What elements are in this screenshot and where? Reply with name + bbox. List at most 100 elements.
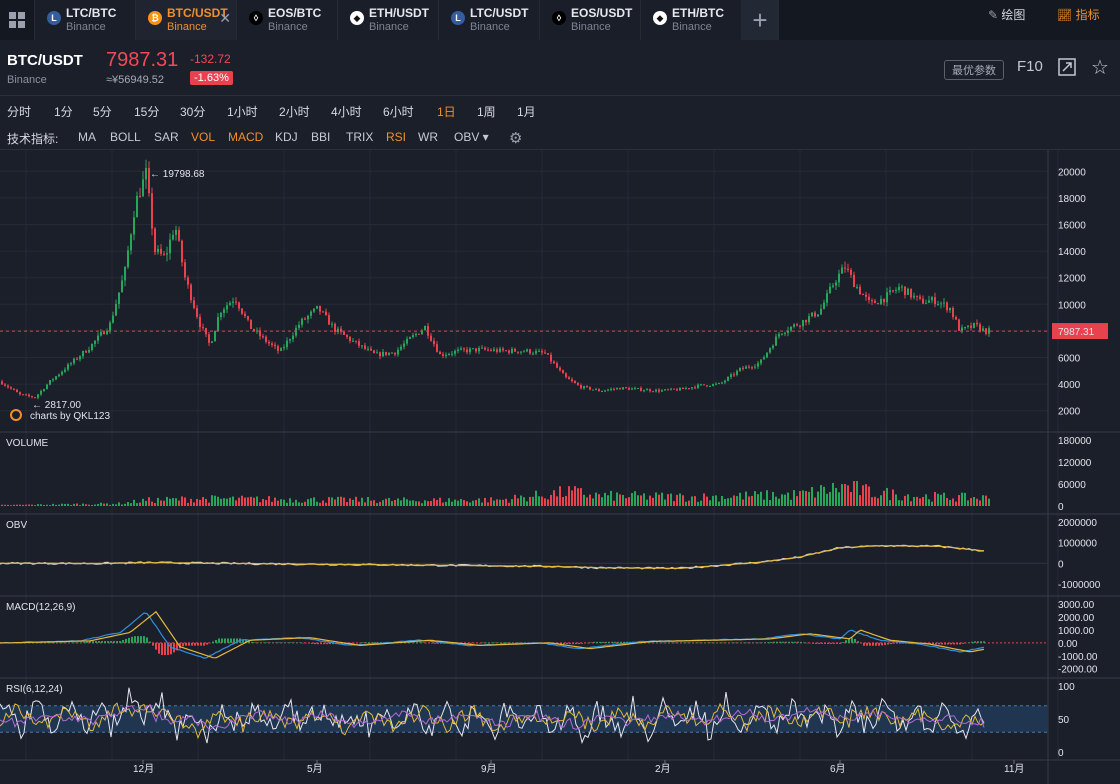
favorite-star-icon[interactable]: ☆ — [1091, 57, 1109, 79]
f10-button[interactable]: F10 — [1017, 58, 1043, 75]
macd-hist-bar — [518, 642, 520, 644]
tab-ltc-btc[interactable]: L LTC/BTC Binance — [34, 0, 135, 40]
period-8[interactable]: 6小时 — [383, 105, 414, 119]
macd-hist-bar — [713, 642, 715, 644]
indicator-wr[interactable]: WR — [418, 130, 438, 144]
indicator-rsi[interactable]: RSI — [386, 130, 407, 144]
volume-bar — [292, 502, 294, 506]
volume-bar — [730, 497, 732, 506]
period-5[interactable]: 1小时 — [227, 105, 258, 119]
macd-hist-bar — [950, 642, 952, 645]
volume-bar — [133, 499, 135, 506]
candle-body — [892, 290, 894, 292]
macd-hist-bar — [782, 641, 784, 643]
macd-hist-bar — [650, 642, 652, 643]
macd-hist-bar — [152, 642, 154, 646]
indicator-macd[interactable]: MACD — [228, 130, 264, 144]
period-2[interactable]: 5分 — [93, 105, 112, 119]
macd-hist-bar — [683, 642, 685, 644]
candle-body — [514, 348, 516, 352]
macd-hist-bar — [767, 642, 769, 643]
draw-button[interactable]: ✎ 绘图 — [988, 6, 1025, 23]
indicator-sar[interactable]: SAR — [154, 130, 179, 144]
candle-body — [721, 382, 723, 384]
volume-bar — [709, 500, 711, 506]
grid-menu-button[interactable] — [0, 0, 34, 40]
candle-body — [811, 312, 813, 317]
tab-eos-btc[interactable]: ◊ EOS/BTC Binance — [236, 0, 337, 40]
macd-hist-bar — [965, 642, 967, 644]
macd-hist-bar — [797, 641, 799, 643]
macd-hist-bar — [734, 642, 736, 644]
macd-hist-bar — [581, 642, 583, 644]
candle-body — [613, 388, 615, 390]
volume-bar — [460, 498, 462, 506]
volume-bar — [64, 503, 66, 506]
candle-body — [850, 269, 852, 275]
period-7[interactable]: 4小时 — [331, 105, 362, 119]
candle-body — [109, 322, 111, 331]
tab-eos-usdt[interactable]: ◊ EOS/USDT Binance — [539, 0, 640, 40]
candle-body — [433, 340, 435, 345]
period-11[interactable]: 1月 — [517, 105, 536, 119]
volume-bar — [850, 492, 852, 506]
tab-eth-usdt[interactable]: ◆ ETH/USDT Binance — [337, 0, 438, 40]
macd-hist-bar — [146, 637, 148, 643]
candle-body — [313, 308, 315, 312]
period-3[interactable]: 15分 — [134, 105, 160, 119]
indicator-obv[interactable]: OBV ▾ — [454, 130, 489, 144]
indicator-kdj[interactable]: KDJ — [275, 130, 298, 144]
macd-hist-bar — [413, 642, 415, 643]
tab-ltc-usdt[interactable]: L LTC/USDT Binance — [438, 0, 539, 40]
volume-bars — [1, 481, 990, 506]
macd-hist-bar — [473, 642, 475, 644]
best-params-button[interactable]: 最优参数 — [944, 60, 1004, 80]
candle-body — [256, 330, 258, 332]
volume-bar — [238, 497, 240, 506]
macd-hist-bar — [791, 641, 793, 643]
volume-bar — [412, 500, 414, 506]
candle-body — [730, 374, 732, 377]
macd-hist-bar — [563, 642, 565, 645]
macd-hist-bar — [503, 642, 505, 644]
period-1[interactable]: 1分 — [54, 105, 73, 119]
tab-exchange: Binance — [369, 21, 409, 33]
tab-eth-btc[interactable]: ◆ ETH/BTC Binance — [640, 0, 741, 40]
candle-body — [799, 325, 801, 327]
period-9[interactable]: 1日 — [437, 105, 456, 119]
indicator-ma[interactable]: MA — [78, 130, 96, 144]
volume-bar — [172, 498, 174, 506]
candle-body — [778, 334, 780, 337]
period-6[interactable]: 2小时 — [279, 105, 310, 119]
add-tab-button[interactable]: + — [741, 0, 779, 40]
candle-body — [247, 316, 249, 320]
indicator-button[interactable]: 📈︎ 指标 — [1057, 6, 1100, 23]
volume-bar — [958, 495, 960, 506]
macd-hist-bar — [440, 642, 442, 644]
period-10[interactable]: 1周 — [477, 105, 496, 119]
candle-body — [298, 324, 300, 328]
volume-bar — [307, 499, 309, 506]
candle-body — [631, 388, 633, 390]
indicator-bbi[interactable]: BBI — [311, 130, 331, 144]
candle-body — [940, 303, 942, 305]
gear-icon[interactable]: ⚙ — [509, 130, 523, 147]
period-4[interactable]: 30分 — [180, 105, 206, 119]
macd-hist-bar — [365, 642, 367, 643]
period-0[interactable]: 分时 — [7, 105, 32, 119]
candle-body — [244, 313, 246, 317]
macd-hist-bar — [779, 641, 781, 643]
candle-body — [916, 295, 918, 297]
indicator-vol[interactable]: VOL — [191, 130, 216, 144]
indicator-boll[interactable]: BOLL — [110, 130, 141, 144]
volume-bar — [463, 500, 465, 506]
indicator-trix[interactable]: TRIX — [346, 130, 374, 144]
kline-chart[interactable]: 2000018000160001400012000100008000600040… — [0, 150, 1120, 784]
close-tab-icon[interactable]: ✕ — [219, 10, 231, 26]
candle-body — [472, 348, 474, 350]
tab-btc-usdt[interactable]: ₿ BTC/USDT Binance ✕ — [135, 0, 236, 40]
volume-bar — [106, 503, 108, 506]
fullscreen-icon[interactable] — [1058, 58, 1076, 76]
volume-bar — [505, 498, 507, 506]
volume-bar — [568, 486, 570, 506]
